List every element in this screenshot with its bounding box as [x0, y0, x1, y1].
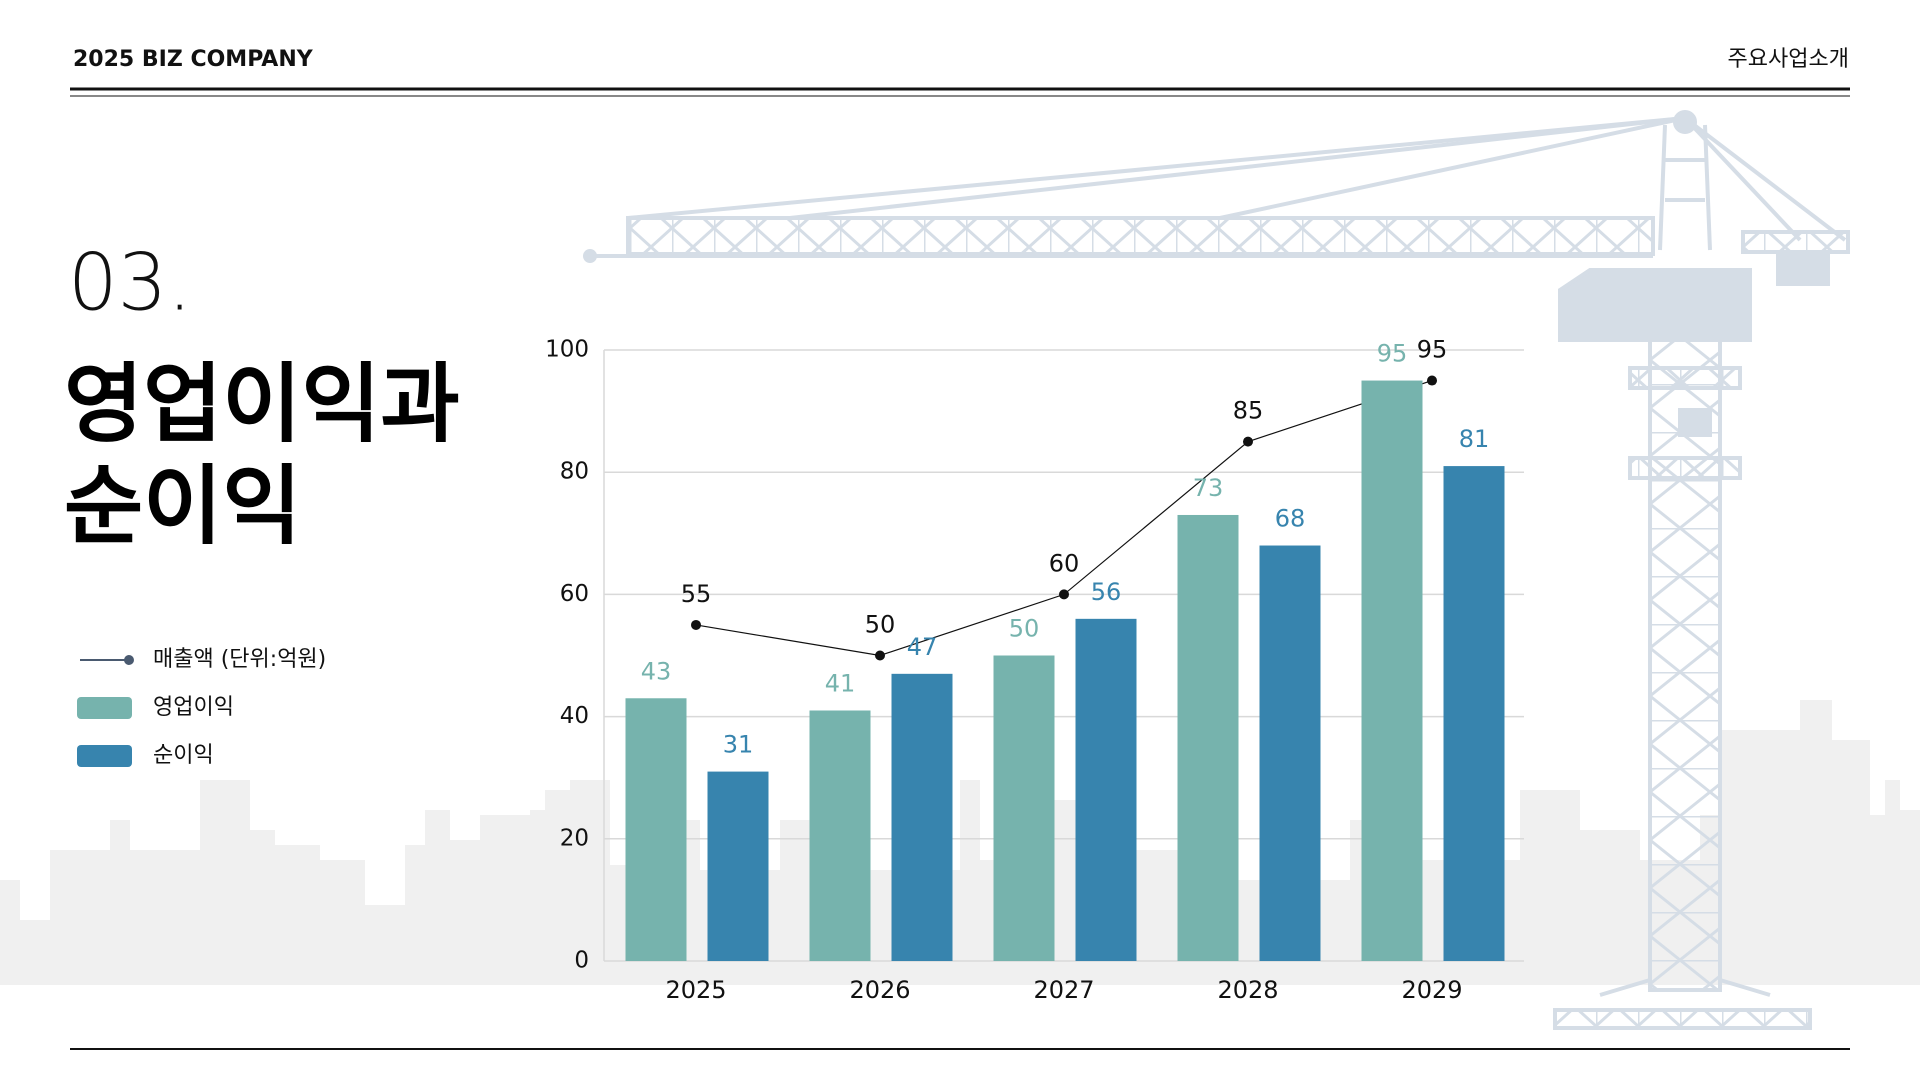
data-label: 55: [681, 580, 712, 608]
bar: [625, 698, 687, 961]
y-tick-label: 60: [560, 581, 589, 607]
x-tick-label: 2026: [849, 976, 910, 1004]
bar: [809, 710, 871, 961]
data-label: 60: [1049, 549, 1080, 577]
x-tick-label: 2025: [665, 976, 726, 1004]
data-label: 47: [907, 633, 938, 661]
data-label: 95: [1417, 336, 1448, 364]
data-label: 95: [1377, 340, 1408, 368]
data-label: 56: [1091, 578, 1122, 606]
bar: [1361, 380, 1423, 961]
data-label: 50: [865, 611, 896, 639]
data-label: 41: [825, 669, 856, 697]
data-label: 31: [723, 731, 754, 759]
data-label: 85: [1233, 397, 1264, 425]
line-point: [1059, 589, 1069, 600]
crane: [583, 110, 1850, 1030]
title-line: 영업이익과: [64, 354, 460, 454]
legend-label: 매출액 (단위:억원): [153, 647, 326, 672]
plot: 0 20 40 60 80 100 2025 2026 2027 2028 2029 55 50 60 85…: [545, 336, 1524, 1004]
y-tick-label: 20: [560, 825, 589, 851]
bar: [1443, 466, 1505, 961]
bar: [891, 673, 953, 961]
line-point: [875, 650, 885, 661]
legend-swatch: [77, 697, 132, 719]
bar: [707, 771, 769, 961]
y-tick-label: 80: [560, 459, 589, 485]
data-label: 81: [1459, 425, 1490, 453]
bar: [1075, 618, 1137, 961]
x-tick-label: 2029: [1401, 976, 1462, 1004]
line: [695, 379, 1433, 657]
data-label: 73: [1193, 474, 1224, 502]
skyline: [0, 700, 1920, 985]
x-tick-label: 2028: [1217, 976, 1278, 1004]
y-tick-label: 40: [560, 703, 589, 729]
section-number: 03.: [68, 239, 192, 329]
legend-dot: [124, 655, 134, 665]
line-point: [691, 619, 701, 630]
data-label: 50: [1009, 615, 1040, 643]
data-label: 68: [1275, 505, 1306, 533]
line-point: [1427, 375, 1437, 386]
bar: [1177, 514, 1239, 961]
title-line: 순이익: [64, 456, 301, 556]
legend-label: 영업이익: [153, 695, 234, 720]
data-label: 43: [641, 657, 672, 685]
legend-swatch: [77, 745, 132, 767]
line-point: [1243, 436, 1253, 447]
x-tick-label: 2027: [1033, 976, 1094, 1004]
header-right: 주요사업소개: [1728, 47, 1849, 72]
header-left: 2025 BIZ COMPANY: [73, 47, 314, 72]
y-tick-label: 100: [545, 337, 589, 363]
bar: [1259, 545, 1321, 961]
bar: [993, 655, 1055, 961]
legend-label: 순이익: [153, 743, 214, 768]
y-tick-label: 0: [574, 948, 589, 974]
